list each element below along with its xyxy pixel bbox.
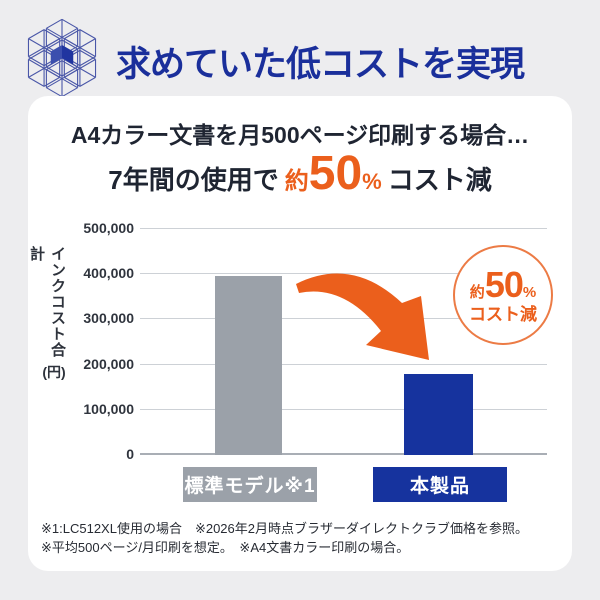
gridline — [140, 228, 547, 229]
bar-this-product — [404, 373, 473, 455]
y-tick-label: 100,000 — [83, 400, 134, 417]
footnote-line-2: ※平均500ページ/月印刷を想定。 ※A4文書カラー印刷の場合。 — [41, 540, 410, 555]
bar-label-standard-model: 標準モデル※1 — [183, 467, 317, 502]
y-axis-title: インクコスト合計 — [28, 246, 66, 358]
cube-lattice-icon — [27, 18, 97, 98]
badge-percentage-row: 約 50 % — [470, 267, 536, 303]
ink-cost-bar-chart — [140, 228, 547, 455]
badge-percent-sign: % — [522, 284, 537, 301]
header-title: 求めていた低コストを実現 — [115, 45, 525, 84]
y-tick-label: 400,000 — [83, 265, 134, 282]
y-tick-label: 0 — [126, 446, 134, 462]
cost-heading-prefix: 7年間の使用で — [108, 165, 279, 195]
bar-label-this-product: 本製品 — [373, 467, 507, 502]
cost-reduction-heading: 7年間の使用で 約 50 % コスト減 — [28, 146, 572, 201]
y-axis-tick-labels: 0 100,000 200,000 300,000 400,000 500,000 — [56, 220, 134, 462]
y-tick-label: 200,000 — [83, 355, 134, 372]
cost-heading-percent: % — [362, 169, 382, 194]
badge-approx: 約 — [469, 284, 485, 301]
footnote-line-1: ※1:LC512XL使用の場合 ※2026年2月時点ブラザーダイレクトクラブ価格… — [41, 521, 528, 536]
x-axis-baseline — [140, 453, 547, 455]
y-tick-label: 300,000 — [83, 310, 134, 327]
y-tick-label: 500,000 — [83, 220, 134, 236]
cost-heading-suffix: コスト減 — [387, 165, 492, 195]
gridline — [140, 363, 547, 365]
cost-reduction-badge: 約 50 % コスト減 — [453, 245, 553, 345]
footnotes: ※1:LC512XL使用の場合 ※2026年2月時点ブラザーダイレクトクラブ価格… — [41, 519, 563, 557]
cost-heading-approx: 約 — [284, 168, 309, 195]
badge-value: 50 — [484, 264, 524, 305]
solid-center-cube — [50, 45, 74, 65]
cost-heading-value: 50 — [308, 147, 363, 200]
bar-standard-model — [215, 276, 282, 455]
gridline — [140, 408, 547, 410]
y-axis-unit: (円) — [42, 364, 66, 380]
case-heading: A4カラー文書を月500ページ印刷する場合… — [70, 122, 530, 148]
badge-label: コスト減 — [469, 305, 537, 324]
content-card: A4カラー文書を月500ページ印刷する場合… 7年間の使用で 約 50 % コス… — [28, 96, 572, 571]
